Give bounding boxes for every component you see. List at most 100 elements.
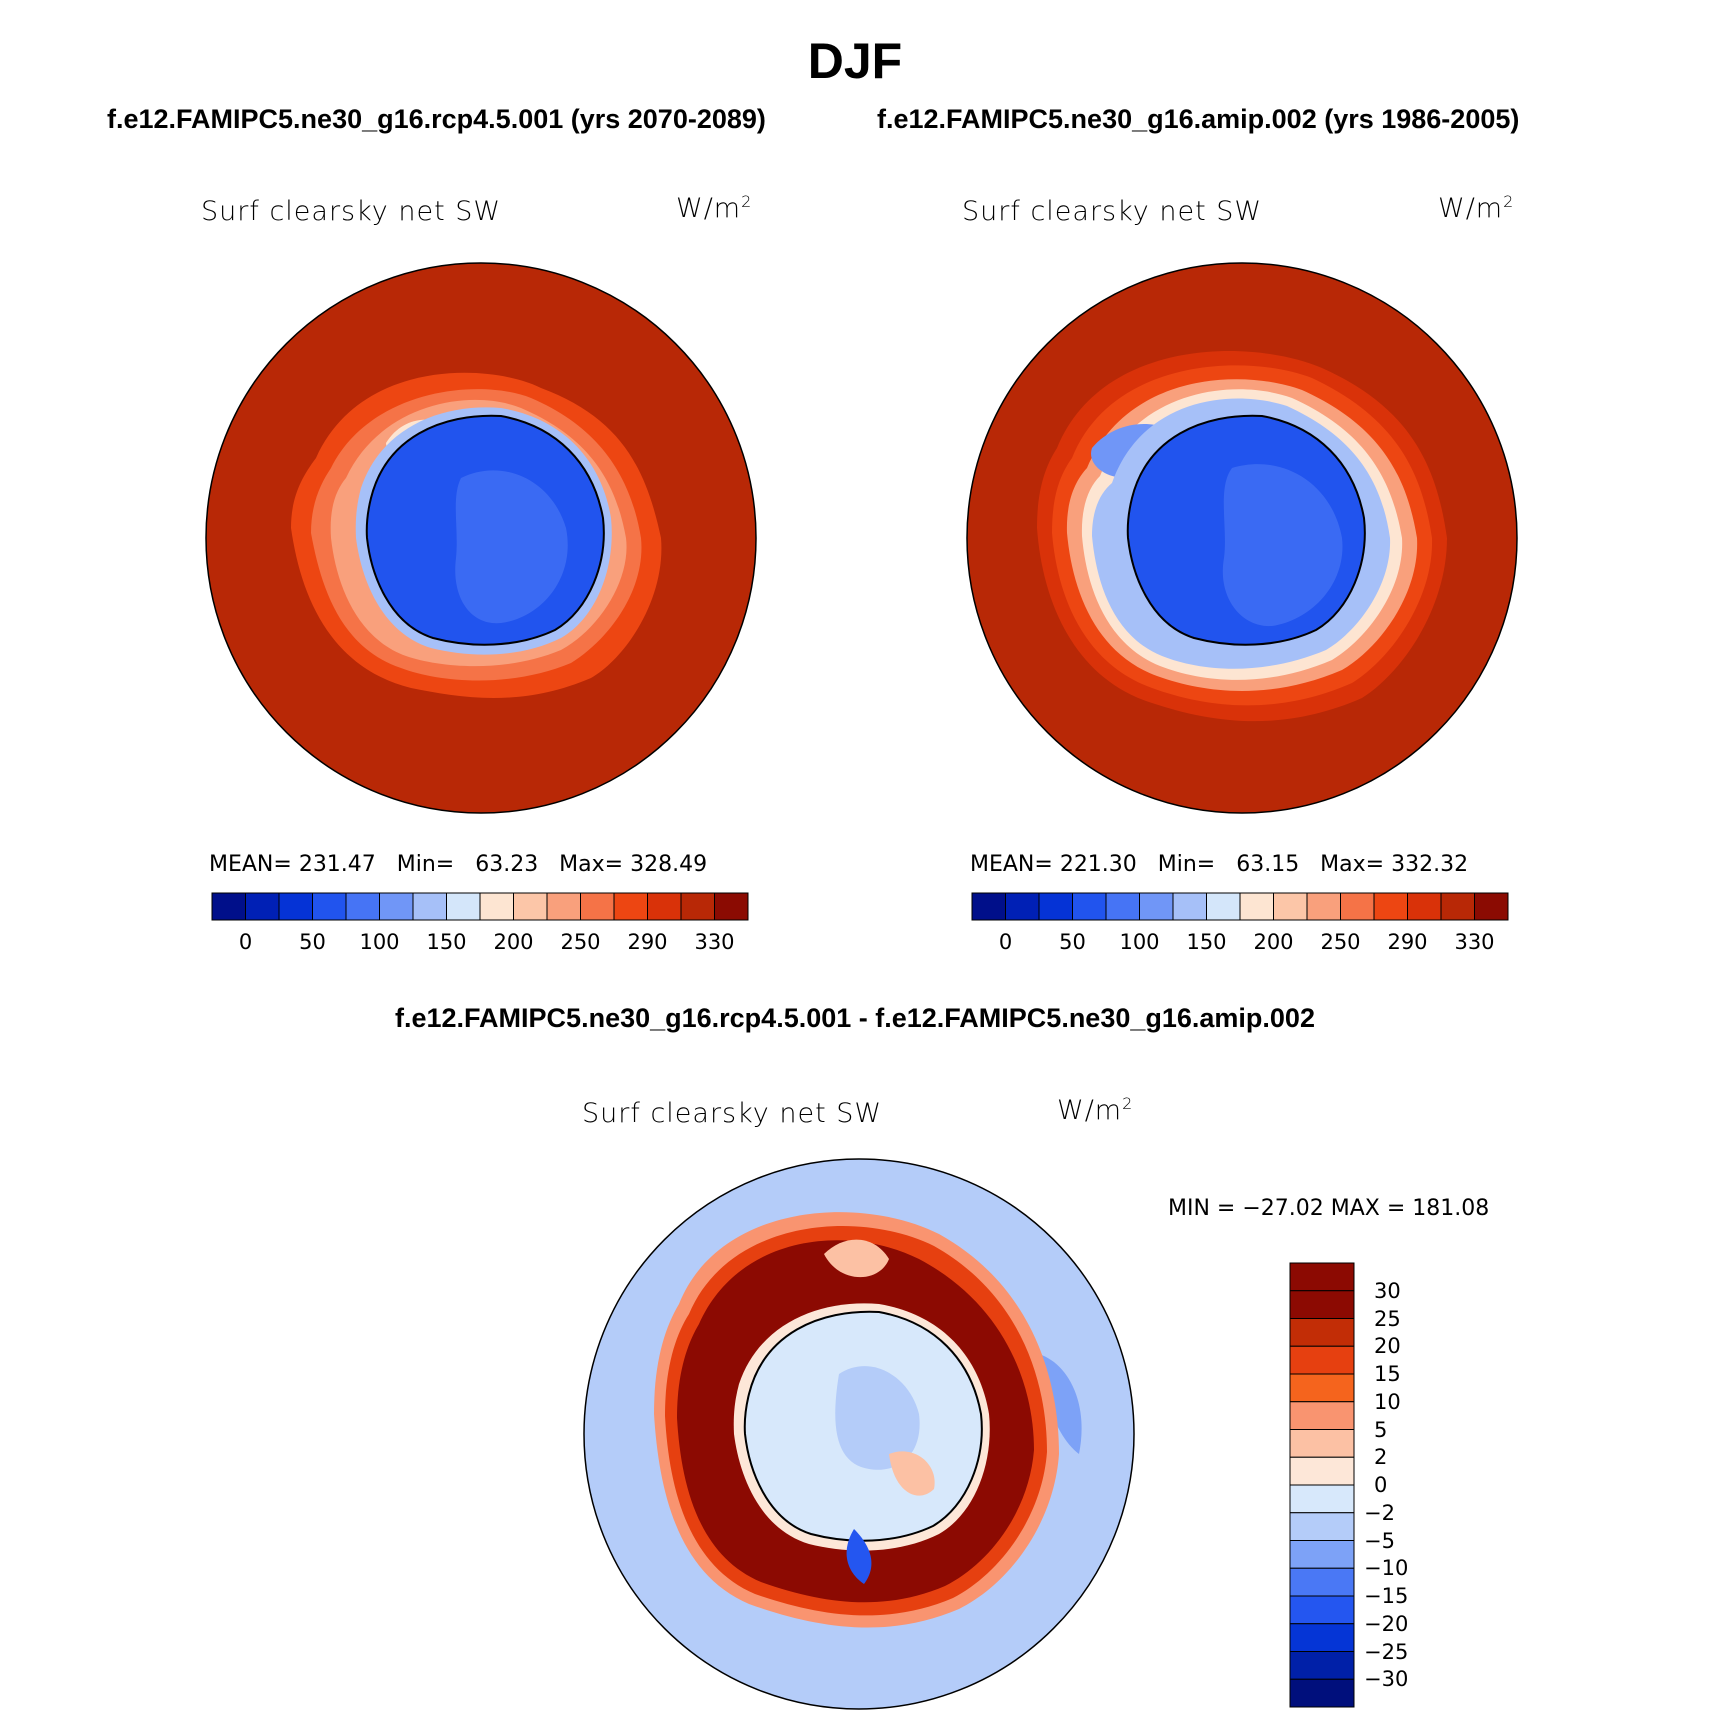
panel3-colorbar (1289, 1262, 1355, 1708)
p2-colorbar-box (971, 892, 1006, 921)
p1-colorbar-box (312, 892, 347, 921)
p2-colorbar-box (1306, 892, 1341, 921)
panel3-stats: MIN = −27.02 MAX = 181.08 (1168, 1196, 1490, 1221)
p3-colorbar-tick-label: −5 (1364, 1528, 1395, 1553)
p2-colorbar-box (1239, 892, 1274, 921)
panel3-units-label: W/m2 (1057, 1094, 1134, 1126)
p2-colorbar-tick-label: 50 (1059, 930, 1086, 954)
p2-colorbar-tick-label: 200 (1253, 930, 1294, 954)
p3-colorbar-box (1289, 1512, 1355, 1541)
p2-colorbar-box (1407, 892, 1442, 921)
p1-colorbar-box (479, 892, 514, 921)
p1-colorbar-tick-label: 290 (627, 930, 668, 954)
p1-colorbar-box (245, 892, 280, 921)
p2-colorbar-box (1072, 892, 1107, 921)
p1-colorbar-box (714, 892, 749, 921)
p3-colorbar-box (1289, 1595, 1355, 1625)
p3-colorbar-tick-label: 10 (1374, 1389, 1401, 1414)
left-case-title: f.e12.FAMIPC5.ne30_g16.rcp4.5.001 (yrs 2… (107, 104, 766, 134)
p2-colorbar-tick-label: 290 (1387, 930, 1428, 954)
p3-colorbar-box (1289, 1401, 1355, 1430)
p3-colorbar-box (1289, 1567, 1355, 1597)
p2-colorbar-tick-label: 330 (1454, 930, 1495, 954)
p3-colorbar-box (1289, 1678, 1355, 1708)
p1-colorbar-box (613, 892, 648, 921)
p3-colorbar-box (1289, 1373, 1355, 1403)
p2-colorbar-box (1440, 892, 1475, 921)
p3-colorbar-tick-label: 15 (1374, 1362, 1401, 1386)
p1-colorbar-box (345, 892, 380, 921)
p2-colorbar-tick-label: 250 (1320, 930, 1361, 954)
p3-colorbar-tick-label: −30 (1364, 1667, 1409, 1692)
panel2-polar-map (966, 262, 1518, 814)
panel1-stats: MEAN= 231.47 Min= 63.23 Max= 328.49 (209, 852, 708, 877)
p1-colorbar-tick-label: 250 (560, 930, 601, 954)
p3-colorbar-tick-label: −15 (1364, 1584, 1409, 1608)
p3-colorbar-box (1289, 1262, 1355, 1292)
figure-title: DJF (807, 33, 903, 89)
difference-title: f.e12.FAMIPC5.ne30_g16.rcp4.5.001 - f.e1… (395, 1003, 1315, 1033)
p3-colorbar-tick-label: 0 (1374, 1473, 1388, 1497)
panel2-stats: MEAN= 221.30 Min= 63.15 Max= 332.32 (970, 852, 1469, 877)
p1-colorbar-box (580, 892, 615, 921)
p2-colorbar-tick-label: 0 (998, 930, 1013, 954)
p3-colorbar-tick-label: 30 (1374, 1278, 1401, 1303)
p1-colorbar-box (412, 892, 447, 921)
p2-colorbar-tick-label: 100 (1119, 930, 1160, 954)
p2-colorbar-box (1172, 892, 1207, 921)
p3-colorbar-box (1289, 1429, 1355, 1458)
p3-colorbar-box (1289, 1345, 1355, 1375)
p1-colorbar-tick-label: 100 (359, 930, 400, 954)
p2-colorbar-box (1474, 892, 1509, 921)
p1-colorbar-tick-label: 50 (299, 930, 326, 954)
p3-colorbar-box (1289, 1651, 1355, 1680)
p3-colorbar-tick-label: 5 (1374, 1417, 1388, 1442)
p2-colorbar-box (1206, 892, 1241, 921)
panel2-units-label: W/m2 (1438, 192, 1515, 224)
panel1-polar-map (205, 262, 757, 814)
panel3-polar-map (583, 1158, 1135, 1710)
p2-colorbar-box (1139, 892, 1174, 921)
p2-colorbar-box (1373, 892, 1408, 921)
p1-colorbar-box (647, 892, 682, 921)
p1-colorbar-box (278, 892, 313, 921)
panel3-variable-label: Surf clearsky net SW (582, 1098, 883, 1129)
right-case-title: f.e12.FAMIPC5.ne30_g16.amip.002 (yrs 198… (877, 104, 1520, 134)
p3-colorbar-tick-label: 25 (1374, 1306, 1401, 1331)
panel2-colorbar (971, 892, 1509, 921)
panel1-units-label: W/m2 (676, 192, 753, 224)
p3-colorbar-box (1289, 1290, 1355, 1319)
p1-colorbar-box (546, 892, 581, 921)
p3-colorbar-tick-label: 2 (1374, 1445, 1388, 1470)
p2-colorbar-tick-label: 150 (1186, 930, 1227, 954)
p2-colorbar-box (1005, 892, 1040, 921)
p3-colorbar-tick-label: −25 (1364, 1639, 1409, 1664)
p2-colorbar-box (1273, 892, 1308, 921)
p3-colorbar-tick-label: −2 (1364, 1500, 1395, 1525)
p1-colorbar-tick-label: 0 (238, 930, 253, 954)
p1-colorbar-box (379, 892, 414, 921)
panel1-colorbar-ticks: 0 50 100 150 200 250 290 330 (212, 930, 748, 960)
p3-colorbar-tick-label: 20 (1374, 1334, 1401, 1359)
p1-colorbar-tick-label: 330 (694, 930, 735, 954)
p2-colorbar-box (1105, 892, 1140, 921)
p3-colorbar-box (1289, 1318, 1355, 1347)
p1-colorbar-box (211, 892, 246, 921)
p3-colorbar-tick-label: −20 (1364, 1611, 1409, 1636)
p3-colorbar-box (1289, 1623, 1355, 1652)
p3-colorbar-box (1289, 1540, 1355, 1569)
panel1-variable-label: Surf clearsky net SW (201, 196, 502, 227)
p2-colorbar-box (1340, 892, 1375, 921)
p2-colorbar-box (1038, 892, 1073, 921)
p3-colorbar-box (1289, 1456, 1355, 1486)
panel2-variable-label: Surf clearsky net SW (962, 196, 1263, 227)
p1-colorbar-tick-label: 150 (426, 930, 467, 954)
p3-colorbar-tick-label: −10 (1364, 1556, 1409, 1581)
p1-colorbar-tick-label: 200 (493, 930, 534, 954)
p1-colorbar-box (513, 892, 548, 921)
panel2-colorbar-ticks: 0 50 100 150 200 250 290 330 (972, 930, 1508, 960)
p1-colorbar-box (680, 892, 715, 921)
p1-colorbar-box (446, 892, 481, 921)
panel1-colorbar (211, 892, 749, 921)
p3-colorbar-box (1289, 1484, 1355, 1514)
